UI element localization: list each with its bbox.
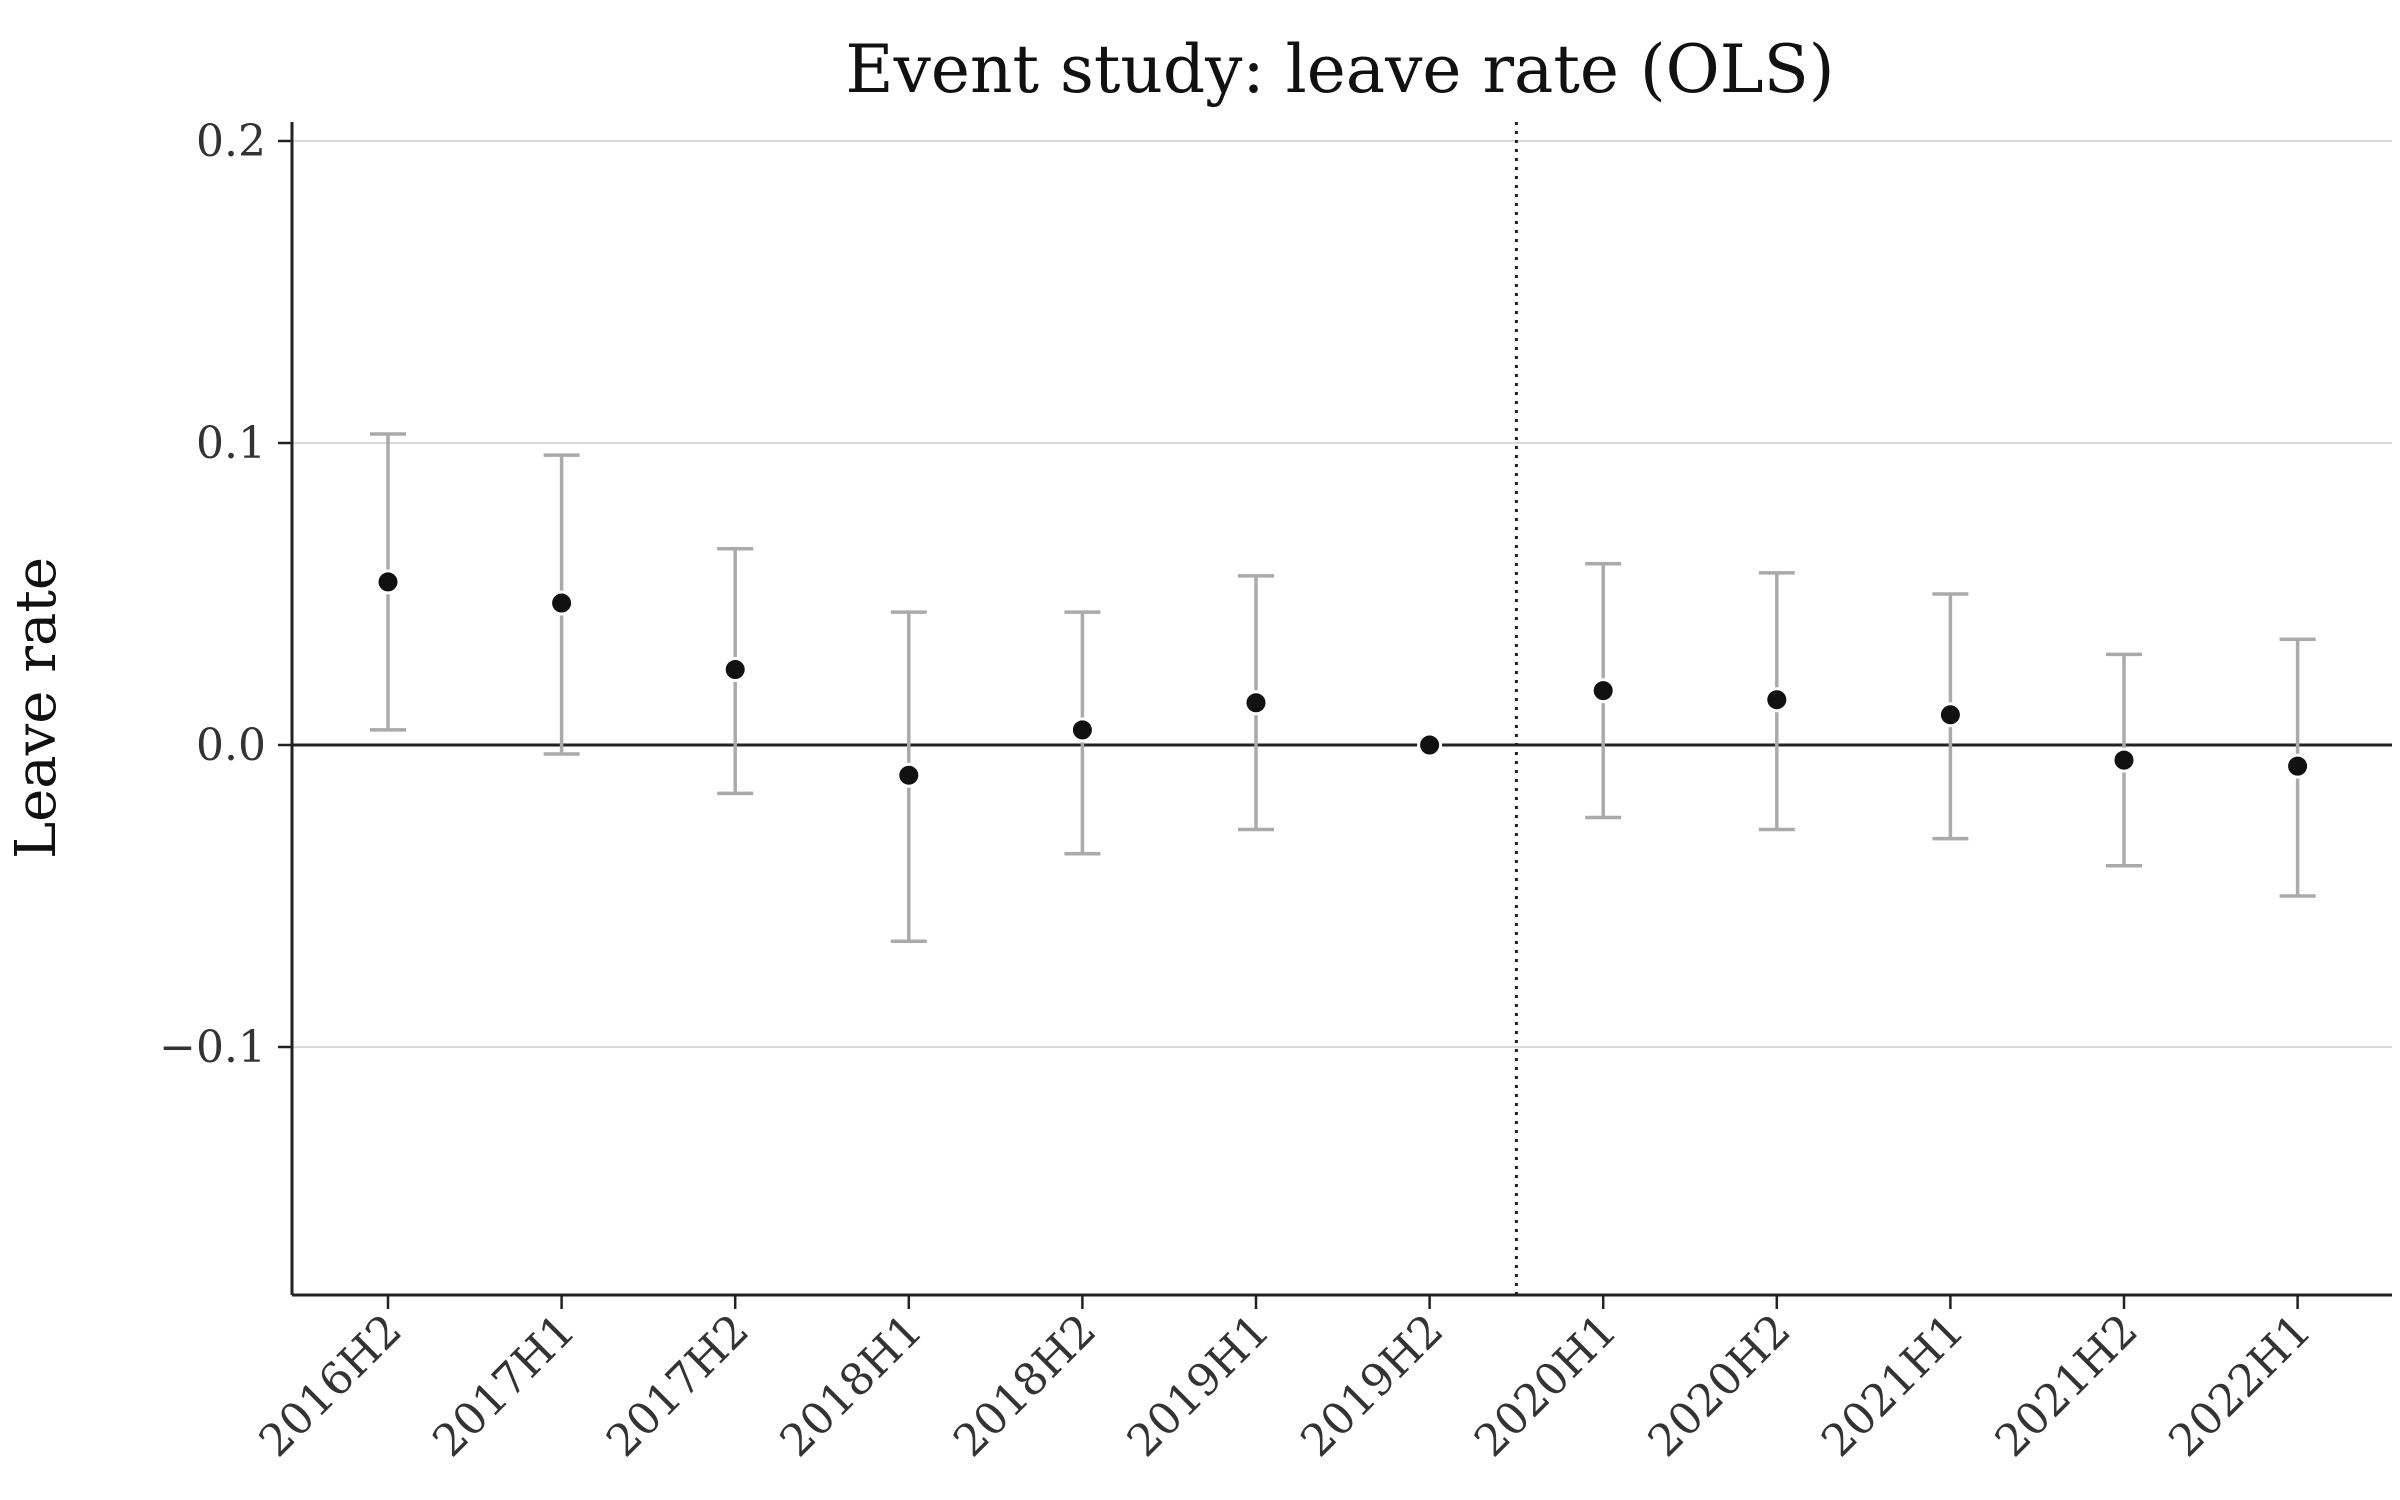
- data-point: [1764, 687, 1790, 713]
- data-points: [375, 569, 2311, 788]
- x-tick-label: 2021H1: [1812, 1305, 1974, 1467]
- data-point: [2111, 747, 2137, 773]
- x-tick-label: 2022H1: [2159, 1305, 2321, 1467]
- x-tick-label: 2020H2: [1638, 1305, 1800, 1467]
- data-point: [1590, 678, 1616, 704]
- axes: [290, 122, 2392, 1297]
- x-ticks: 2016H2 2017H1 2017H2 2018H1 2018H2 2019H1 2019…: [250, 1295, 2321, 1467]
- x-tick-label: 2018H2: [944, 1305, 1106, 1467]
- y-tick-label: 0.1: [196, 418, 266, 469]
- reference-lines: [292, 122, 2392, 1295]
- x-tick-label: 2017H1: [423, 1305, 585, 1467]
- x-tick-label: 2017H2: [597, 1305, 759, 1467]
- error-bars: [370, 432, 2316, 944]
- x-tick-label: 2016H2: [250, 1305, 412, 1467]
- y-ticks: −0.1 0.0 0.1 0.2: [159, 116, 292, 1073]
- y-tick-label: 0.0: [196, 720, 266, 771]
- chart-title: Event study: leave rate (OLS): [845, 31, 1834, 108]
- y-tick-label: −0.1: [159, 1022, 266, 1073]
- data-point: [375, 569, 401, 595]
- data-point: [549, 590, 575, 616]
- data-point: [1243, 690, 1269, 716]
- data-point: [1937, 702, 1963, 728]
- x-tick-label: 2019H2: [1291, 1305, 1453, 1467]
- data-point: [1417, 732, 1443, 758]
- x-tick-label: 2018H1: [770, 1305, 932, 1467]
- y-axis-label: Leave rate: [4, 557, 69, 859]
- data-point: [896, 762, 922, 788]
- x-tick-label: 2019H1: [1118, 1305, 1280, 1467]
- x-tick-label: 2020H1: [1465, 1305, 1627, 1467]
- data-point: [722, 657, 748, 682]
- x-tick-label: 2021H2: [1986, 1305, 2148, 1467]
- data-point: [2285, 753, 2311, 779]
- gridlines: [292, 140, 2392, 1048]
- data-point: [1069, 717, 1095, 743]
- y-tick-label: 0.2: [196, 116, 266, 167]
